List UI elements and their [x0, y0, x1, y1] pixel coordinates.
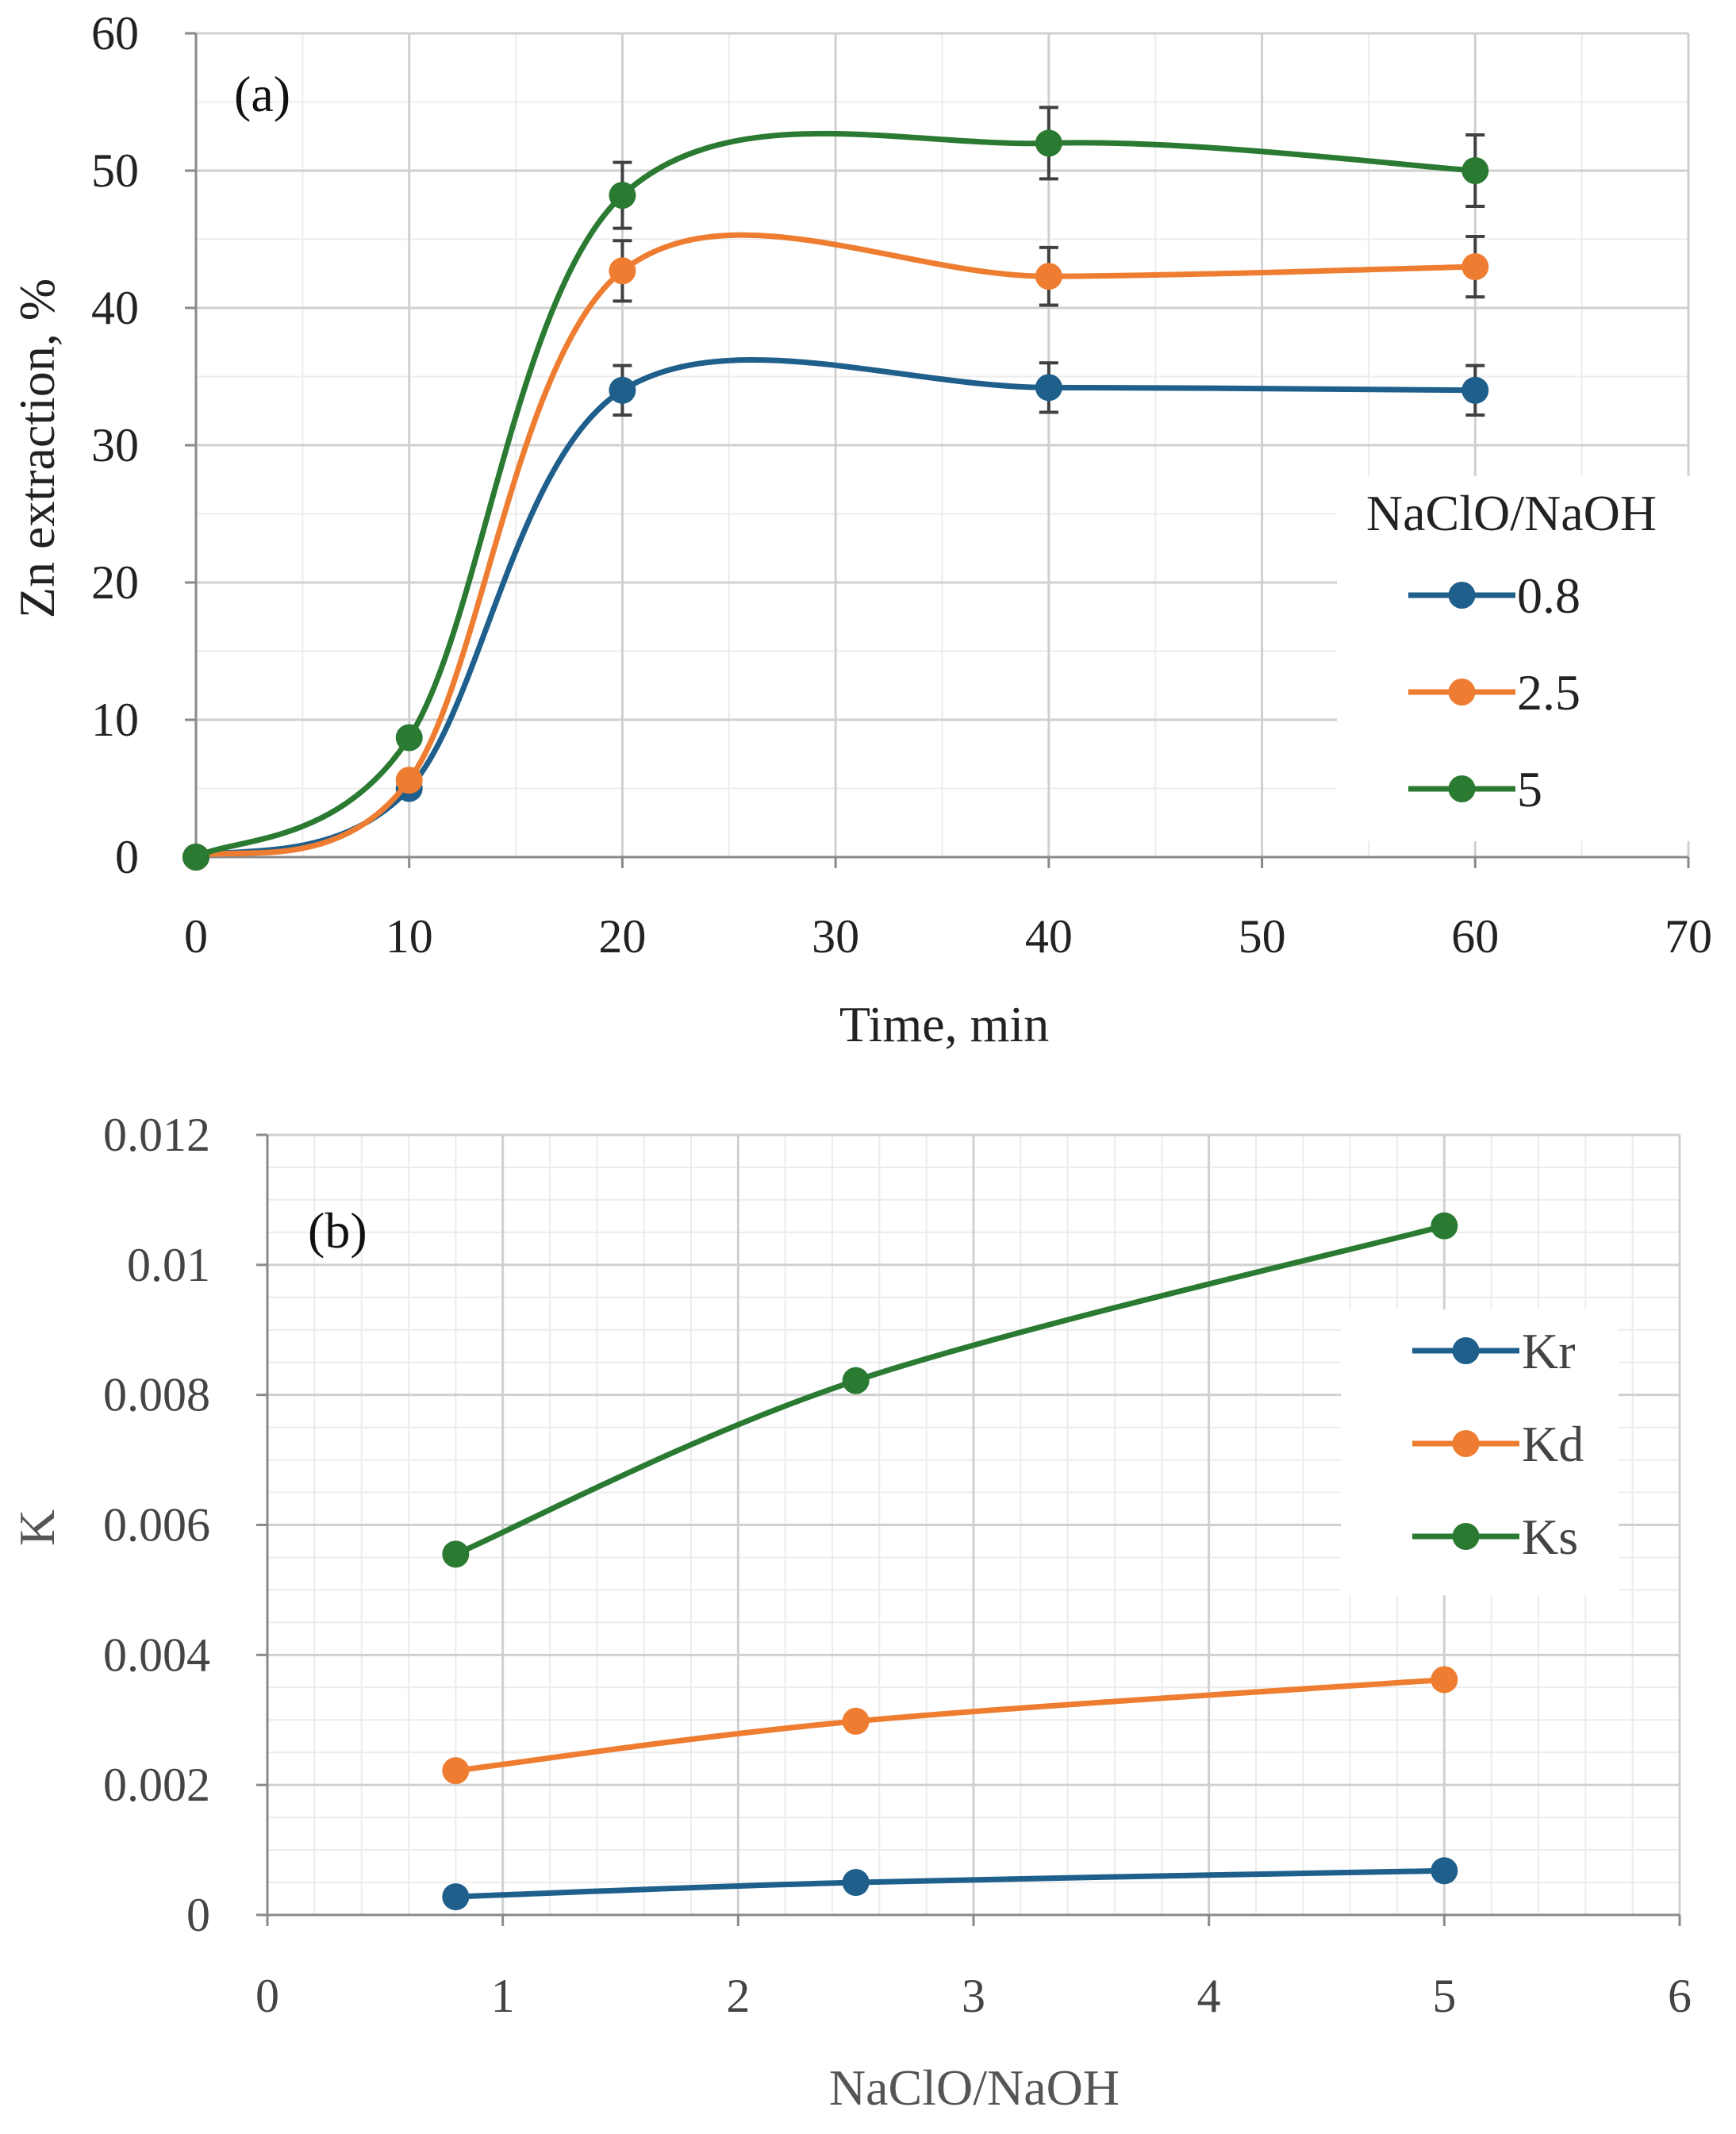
data-point-Kd: [1431, 1666, 1458, 1694]
chart-panel-a: 0 10 20 30 40 50 60 70 0 10 20 30 40 50 60 (a) Time, m…: [9, 7, 1712, 1052]
series-line-Kr: [452, 1867, 1447, 1900]
panel-label-a: (a): [234, 66, 290, 122]
data-point-Kr: [1431, 1857, 1458, 1885]
x-axis-title-b: NaClO/NaOH: [829, 2059, 1120, 2116]
y-tick-label: 0.012: [103, 1109, 210, 1161]
legend-label-Ks: Ks: [1522, 1509, 1578, 1565]
series-line-Kd: [452, 1676, 1447, 1774]
y-tick-label: 10: [91, 694, 139, 746]
x-tick-label: 0: [255, 1970, 279, 2022]
legend-a: NaClO/NaOH 0.8 2.5 5: [1337, 476, 1694, 841]
data-point-Ks: [442, 1540, 470, 1568]
y-tick-label: 0: [186, 1889, 210, 1941]
x-tick-label: 60: [1451, 910, 1499, 963]
y-tick-label: 40: [91, 282, 139, 334]
legend-label-5: 5: [1517, 761, 1542, 817]
y-tick-label: 0: [115, 831, 139, 883]
y-tick-label: 60: [91, 7, 139, 60]
x-tick-label: 10: [386, 910, 433, 963]
legend-b-items: Kr Kd Ks: [1412, 1323, 1584, 1565]
y-tick-label: 50: [91, 144, 139, 197]
series-group-a: [182, 106, 1489, 871]
legend-label-Kr: Kr: [1522, 1323, 1576, 1379]
x-tick-label: 6: [1668, 1970, 1692, 2022]
x-tick-label: 40: [1025, 910, 1073, 963]
y-axis-title-a: Zn extraction, %: [9, 279, 65, 618]
data-point-Kd: [442, 1757, 470, 1785]
y-tick-label: 0.004: [103, 1628, 210, 1681]
x-axis-title-a: Time, min: [839, 996, 1049, 1052]
legend-a-background: [1337, 476, 1694, 841]
y-tick-label: 0.002: [103, 1759, 210, 1811]
y-tick-label: 0.006: [103, 1499, 210, 1551]
legend-marker-0.8: [1448, 582, 1476, 609]
data-point-Ks: [842, 1367, 870, 1394]
x-tick-label: 4: [1197, 1970, 1221, 2022]
y-axis-title-b: K: [9, 1509, 65, 1546]
legend-b-background: [1341, 1309, 1619, 1595]
y-tick-label: 0.008: [103, 1369, 210, 1421]
x-tick-label: 50: [1239, 910, 1286, 963]
data-point-Kd: [842, 1707, 870, 1735]
data-point-2.5: [1035, 263, 1062, 290]
data-point-2.5: [1461, 253, 1489, 281]
x-tick-label: 3: [962, 1970, 985, 2022]
x-tick-label: 1: [491, 1970, 515, 2022]
y-tick-label: 0.01: [127, 1239, 210, 1291]
data-point-0.8: [1035, 374, 1062, 402]
legend-marker-Kr: [1452, 1337, 1480, 1364]
panel-label-b: (b): [308, 1202, 367, 1259]
legend-marker-2.5: [1448, 679, 1476, 706]
data-point-Kr: [442, 1883, 470, 1911]
tick-labels-a: 0 10 20 30 40 50 60 70 0 10 20 30 40 50 60: [91, 7, 1712, 963]
series-group-b: [442, 1212, 1458, 1911]
data-point-0.8: [1461, 376, 1489, 404]
legend-b: Kr Kd Ks: [1341, 1309, 1619, 1595]
x-tick-label: 20: [598, 910, 646, 963]
x-tick-label: 30: [812, 910, 859, 963]
data-point-5: [1461, 157, 1489, 184]
data-point-2.5: [395, 767, 423, 794]
data-point-0.8: [609, 376, 636, 404]
x-tick-label: 5: [1432, 1970, 1456, 2022]
data-point-2.5: [609, 257, 636, 285]
legend-label-Kd: Kd: [1522, 1416, 1584, 1472]
data-point-5: [182, 844, 209, 871]
legend-marker-Kd: [1452, 1430, 1480, 1457]
legend-label-0.8: 0.8: [1517, 567, 1580, 624]
legend-label-2.5: 2.5: [1517, 664, 1580, 721]
legend-a-items: 0.8 2.5 5: [1408, 567, 1580, 817]
x-tick-label: 70: [1665, 910, 1712, 963]
legend-marker-5: [1448, 775, 1476, 802]
x-tick-label: 2: [726, 1970, 750, 2022]
axes-b: [256, 1133, 1681, 1926]
x-tick-label: 0: [184, 910, 208, 963]
data-point-5: [395, 724, 423, 752]
data-point-Kr: [842, 1869, 870, 1897]
data-point-Ks: [1431, 1212, 1458, 1240]
legend-marker-Ks: [1452, 1523, 1480, 1550]
chart-panel-b: 0 1 2 3 4 5 6 0 0.002 0.004 0.006 0.008 0.01 0.012 (b…: [9, 1109, 1692, 2116]
legend-a-title: NaClO/NaOH: [1366, 485, 1657, 541]
tick-labels-b: 0 1 2 3 4 5 6 0 0.002 0.004 0.006 0.008 0.01 0.012: [103, 1109, 1692, 2022]
data-point-5: [1035, 129, 1062, 157]
data-point-5: [609, 182, 636, 210]
series-line-Ks: [452, 1223, 1447, 1557]
y-tick-label: 30: [91, 419, 139, 471]
y-tick-label: 20: [91, 556, 139, 609]
